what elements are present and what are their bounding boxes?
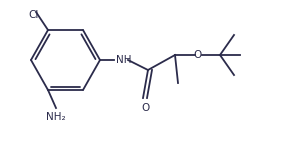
Text: NH: NH [116,55,131,65]
Text: NH₂: NH₂ [46,112,66,122]
Text: Cl: Cl [29,10,39,20]
Text: O: O [194,50,202,60]
Text: O: O [141,103,149,113]
